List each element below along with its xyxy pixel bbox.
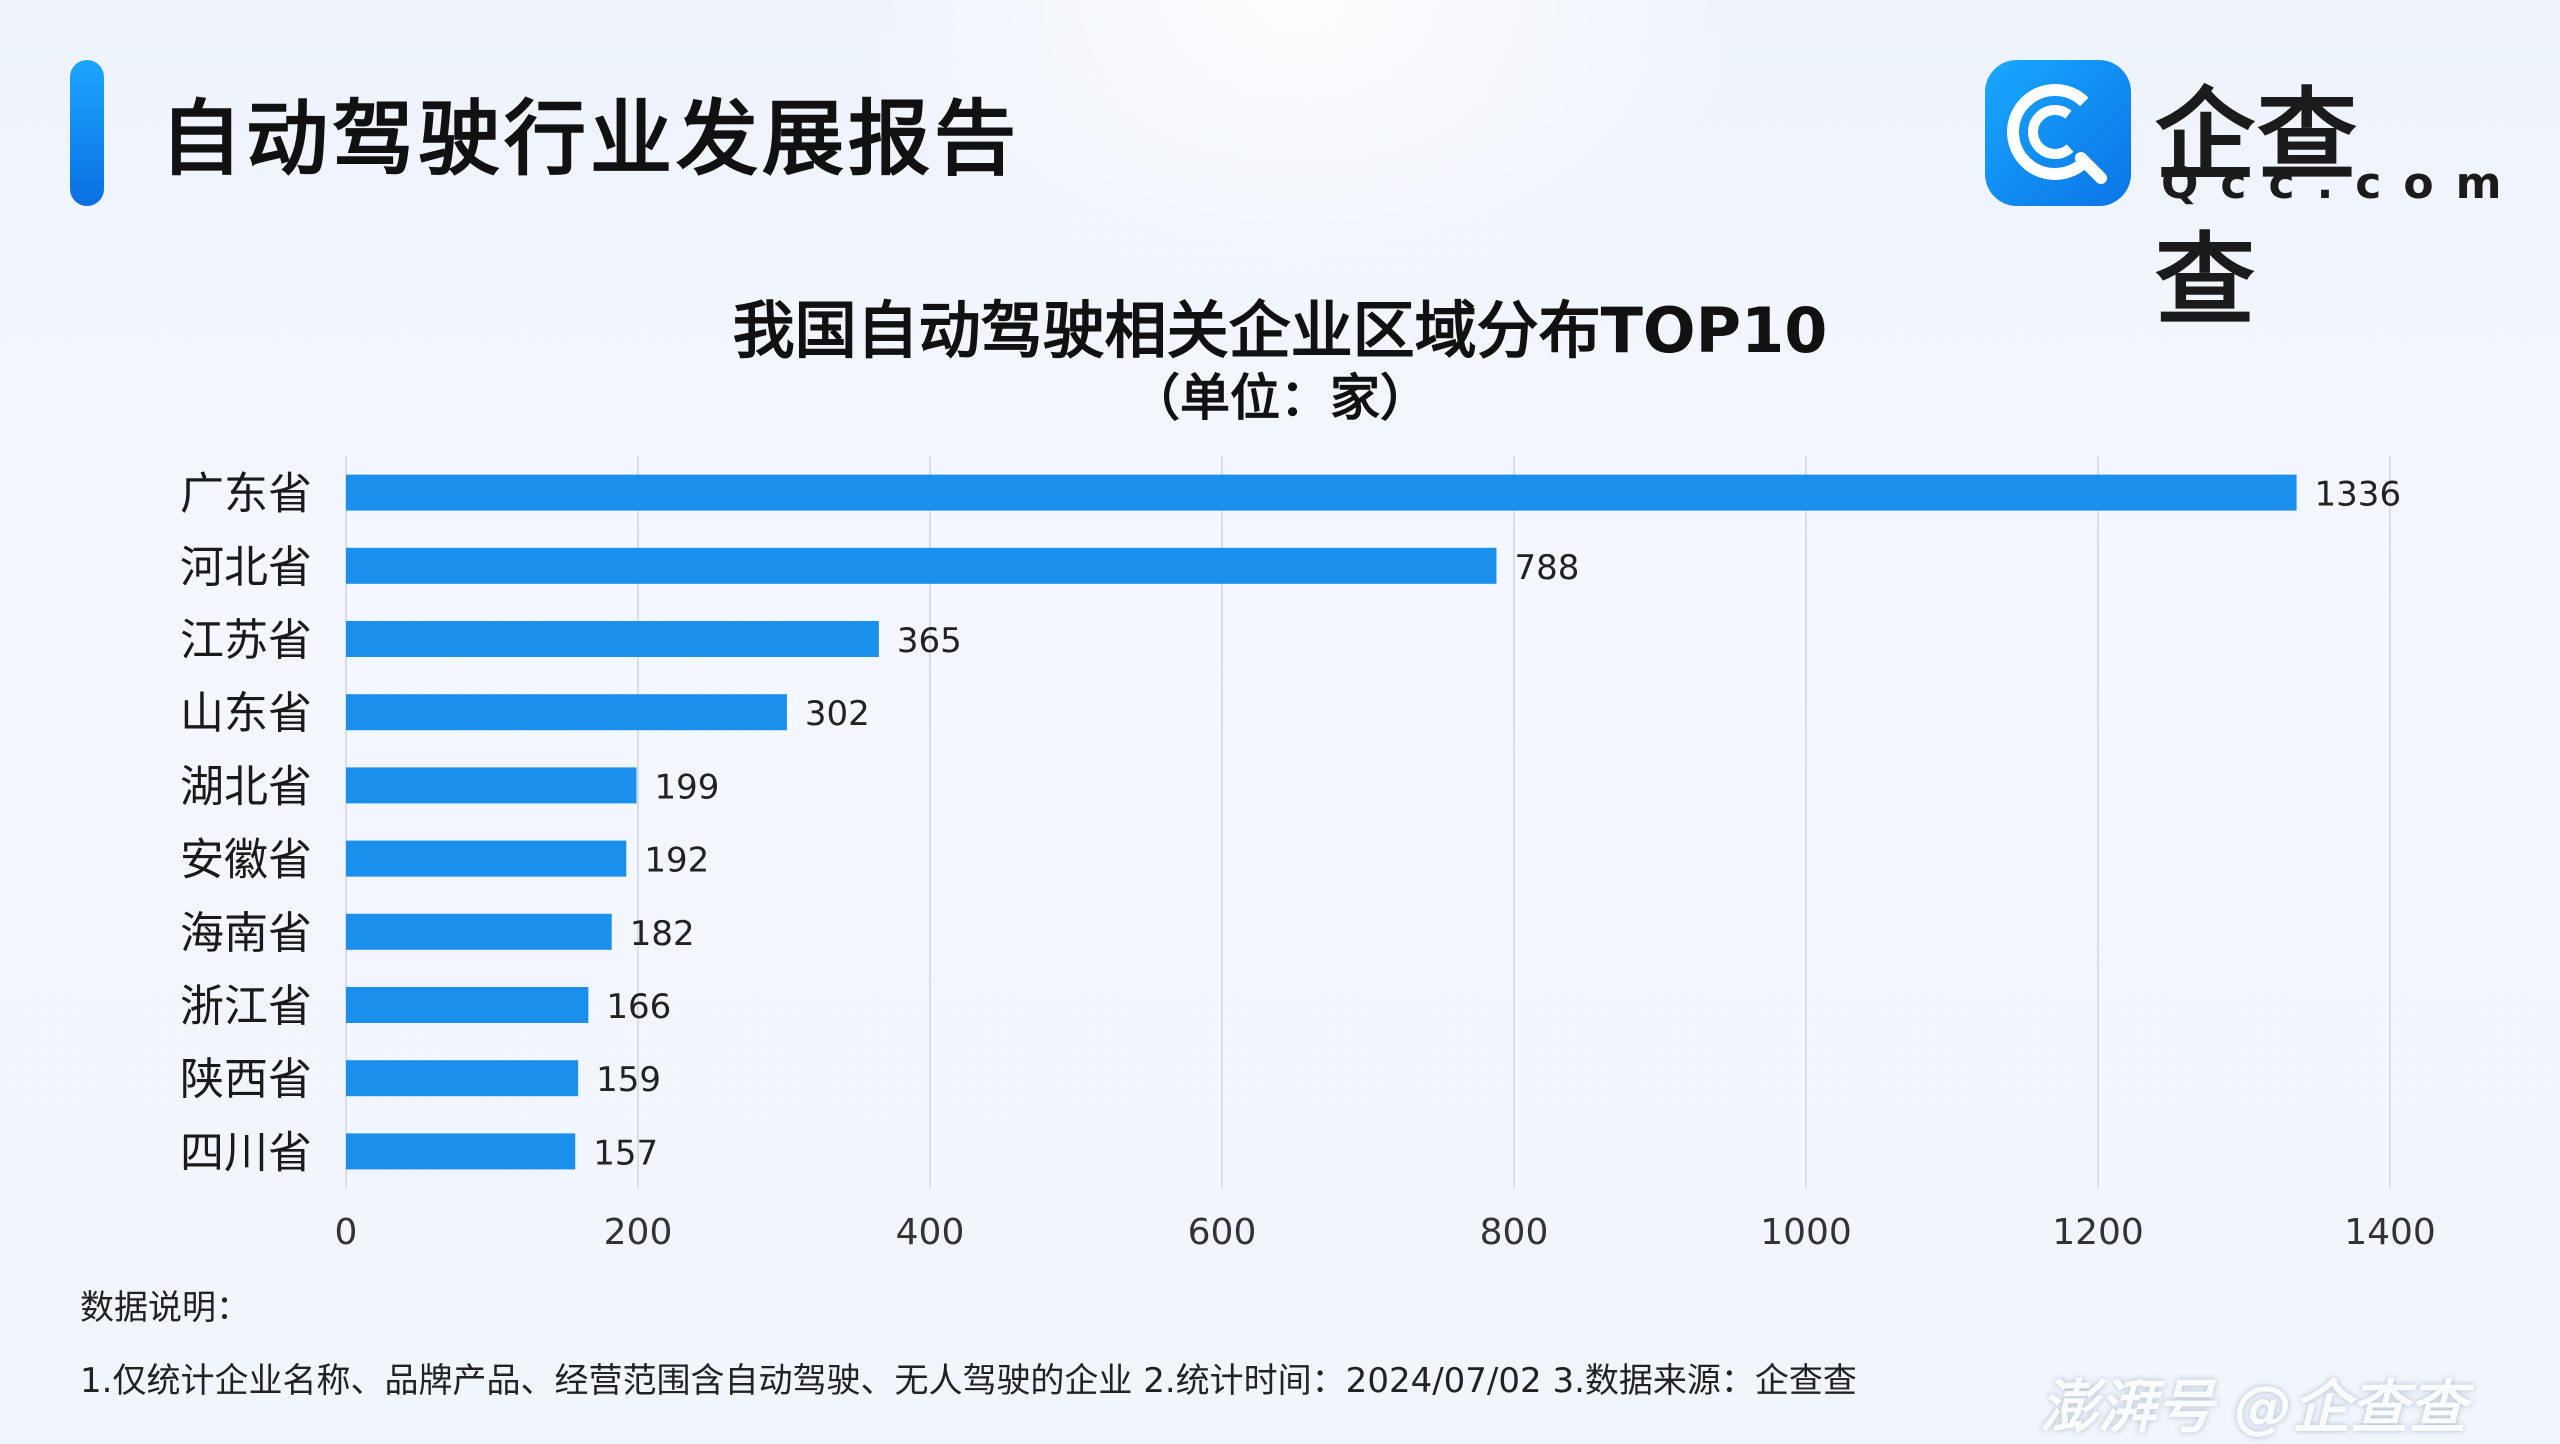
x-tick-label-3: 600: [1188, 1212, 1257, 1253]
data-notes: 数据说明： 1.仅统计企业名称、品牌产品、经营范围含自动驾驶、无人驾驶的企业 2…: [80, 1280, 1857, 1426]
qcc-logo-icon: [1985, 60, 2131, 206]
value-label-7: 166: [606, 987, 671, 1027]
value-label-1: 788: [1514, 548, 1579, 588]
logo-domain: Qcc.com: [2161, 158, 2524, 209]
bar-8: [346, 1060, 579, 1097]
category-label-1: 河北省: [180, 542, 312, 593]
bar-5: [346, 840, 627, 877]
logo-name: 企查查: [2155, 77, 2359, 339]
value-label-4: 199: [655, 767, 720, 807]
bar-1: [346, 547, 1497, 584]
category-label-2: 江苏省: [180, 615, 312, 666]
bar-3: [346, 694, 787, 731]
x-tick-label-4: 800: [1480, 1212, 1549, 1253]
category-label-6: 海南省: [180, 908, 312, 959]
x-tick-label-6: 1200: [2052, 1212, 2144, 1253]
x-tick-label-0: 0: [335, 1212, 358, 1253]
bar-6: [346, 913, 612, 950]
page-title: 自动驾驶行业发展报告: [160, 92, 1021, 187]
category-label-9: 四川省: [180, 1127, 312, 1178]
category-label-7: 浙江省: [180, 981, 312, 1032]
value-label-6: 182: [630, 914, 695, 954]
bar-chart: 0 200 400 600 800 1000 1200 1400 广东省 1336 河北省 788 江苏…: [180, 456, 2436, 1253]
value-label-2: 365: [897, 621, 962, 661]
watermark: 澎湃号 @企查查: [2040, 1373, 2467, 1441]
bar-7: [346, 987, 589, 1023]
value-label-3: 302: [805, 694, 870, 734]
bar-0: [346, 474, 2297, 511]
chart-subtitle: （单位：家）: [1130, 369, 1430, 427]
category-label-0: 广东省: [180, 469, 312, 520]
category-label-3: 山东省: [180, 688, 312, 739]
value-label-5: 192: [644, 841, 709, 881]
x-tick-label-2: 400: [896, 1212, 965, 1253]
x-tick-label-1: 200: [604, 1212, 673, 1253]
notes-text: 1.仅统计企业名称、品牌产品、经营范围含自动驾驶、无人驾驶的企业 2.统计时间：…: [80, 1361, 1857, 1401]
chart-title: 我国自动驾驶相关企业区域分布TOP10: [732, 294, 1828, 367]
category-label-8: 陕西省: [180, 1054, 312, 1105]
value-label-9: 157: [593, 1133, 658, 1173]
x-tick-label-7: 1400: [2344, 1212, 2436, 1253]
header-accent-bar: [70, 60, 104, 206]
category-label-4: 湖北省: [180, 761, 312, 812]
value-label-8: 159: [596, 1060, 661, 1100]
bar-2: [346, 621, 879, 657]
category-label-5: 安徽省: [180, 835, 312, 886]
bar-9: [346, 1133, 576, 1170]
bar-4: [346, 767, 637, 804]
value-label-0: 1336: [2315, 475, 2402, 515]
brand-logo: 企查查 Qcc.com: [1985, 60, 2501, 339]
x-tick-label-5: 1000: [1760, 1212, 1852, 1253]
notes-heading: 数据说明：: [80, 1288, 250, 1328]
